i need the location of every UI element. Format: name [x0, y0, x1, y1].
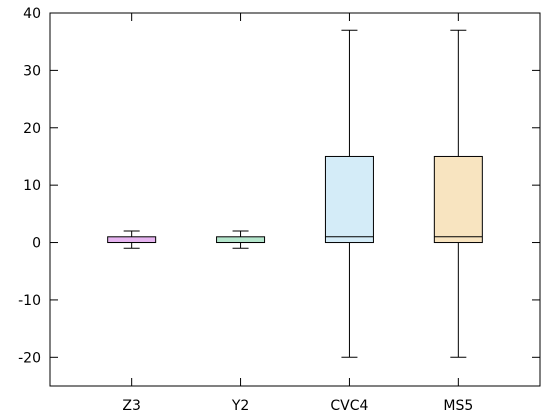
box-y2	[216, 230, 266, 249]
x-tick-label: MS5	[443, 398, 473, 414]
x-tick-label: CVC4	[330, 398, 368, 414]
box-rect-cvc4	[324, 155, 374, 244]
x-tick-label: Z3	[122, 398, 141, 414]
axes-layer	[49, 12, 541, 387]
labels-layer: -20 -10 0 10 20 30 40 Z3 Y2 CVC4 MS5	[18, 6, 473, 414]
box-rect-z3	[107, 236, 157, 244]
y-tick-label: 40	[23, 6, 41, 22]
x-tick-label: Y2	[231, 398, 249, 414]
box-rect-ms5	[433, 155, 483, 244]
y-tick-label: -20	[18, 350, 41, 366]
y-tick-label: -10	[18, 293, 41, 309]
y-tick-label: 20	[23, 121, 41, 137]
box-cvc4	[324, 29, 374, 358]
box-rect-y2	[216, 236, 266, 244]
boxes-layer	[107, 29, 483, 358]
box-ms5	[433, 29, 483, 358]
y-tick-label: 0	[32, 236, 41, 252]
y-tick-label: 10	[23, 178, 41, 194]
plot-frame	[49, 12, 541, 387]
box-z3	[107, 230, 157, 249]
y-tick-label: 30	[23, 63, 41, 79]
